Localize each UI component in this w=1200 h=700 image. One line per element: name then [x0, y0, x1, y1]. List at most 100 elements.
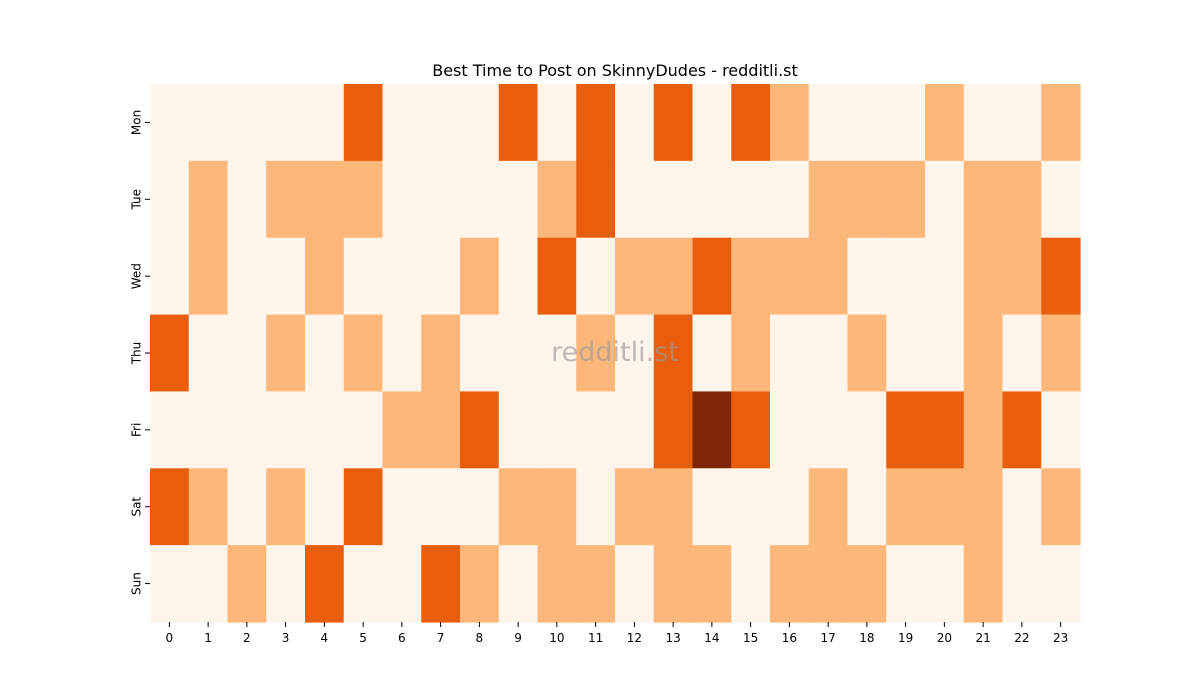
heatmap-cell [615, 545, 655, 623]
heatmap-cell [576, 314, 616, 393]
heatmap-cell [266, 391, 306, 469]
heatmap-cell [886, 314, 926, 393]
heatmap-cell [886, 391, 926, 469]
heatmap-cell [150, 160, 190, 239]
heatmap-cell [963, 160, 1004, 239]
heatmap-cell [305, 545, 345, 623]
heatmap-cell [731, 545, 771, 623]
x-tick-label: 5 [359, 631, 367, 645]
x-tick-label: 14 [704, 631, 719, 645]
chart-title: Best Time to Post on SkinnyDudes - reddi… [432, 61, 798, 80]
heatmap-cell [847, 237, 887, 316]
heatmap-cell [498, 468, 539, 546]
heatmap-cell [808, 545, 849, 623]
heatmap-cell [266, 237, 306, 316]
heatmap-cell [770, 160, 810, 239]
heatmap-cell [847, 545, 887, 623]
heatmap-cell [1041, 314, 1081, 393]
heatmap-cell [460, 237, 500, 316]
heatmap-cell [925, 160, 965, 239]
heatmap-cell [498, 160, 539, 239]
heatmap-cell [188, 468, 229, 546]
heatmap-cell [653, 391, 694, 469]
heatmap-cell [421, 84, 461, 162]
heatmap-cell [731, 314, 771, 393]
heatmap-cell [421, 237, 461, 316]
heatmap-cell [188, 160, 229, 239]
heatmap-cell [305, 84, 345, 162]
heatmap-cell [1002, 314, 1042, 393]
heatmap-cell [382, 391, 422, 469]
heatmap-cell [886, 84, 926, 162]
heatmap-cell [266, 84, 306, 162]
x-tick-label: 20 [937, 631, 952, 645]
heatmap-cell [1002, 468, 1042, 546]
x-tick-label: 1 [204, 631, 212, 645]
heatmap-cell [537, 468, 577, 546]
heatmap-cell [615, 314, 655, 393]
heatmap-cell [653, 545, 694, 623]
heatmap-cell [692, 314, 732, 393]
heatmap-cell [770, 314, 810, 393]
x-tick-label: 8 [476, 631, 484, 645]
heatmap-cell [692, 391, 732, 469]
heatmap-cell [537, 84, 577, 162]
heatmap-cell [925, 545, 965, 623]
heatmap-cell [653, 314, 694, 393]
heatmap-cell [576, 468, 616, 546]
heatmap-cell [382, 468, 422, 546]
heatmap-cell [382, 84, 422, 162]
y-tick-label: Thu [130, 342, 144, 366]
x-tick-label: 12 [627, 631, 642, 645]
heatmap-cell [1041, 160, 1081, 239]
heatmap-cell [770, 237, 810, 316]
heatmap-cell [305, 391, 345, 469]
heatmap-cell [731, 391, 771, 469]
heatmap-cell [731, 160, 771, 239]
x-axis-ticks: 0 1 2 3 4 5 6 7 8 9 10 11 12 13 14 15 16 17 18 19 20 21 22 23 [166, 622, 1068, 645]
heatmap-cell [498, 391, 539, 469]
heatmap-cell [653, 237, 694, 316]
x-tick-label: 17 [820, 631, 835, 645]
heatmap-cell [188, 391, 229, 469]
y-tick-label: Sun [130, 572, 144, 595]
heatmap-cell [770, 84, 810, 162]
heatmap-cell [808, 160, 849, 239]
heatmap-cell [847, 314, 887, 393]
heatmap-cell [266, 468, 306, 546]
heatmap-cell [537, 545, 577, 623]
heatmap-cell [692, 545, 732, 623]
x-tick-label: 0 [166, 631, 174, 645]
heatmap-cell [886, 468, 926, 546]
heatmap-cell [1041, 84, 1081, 162]
heatmap-cell [227, 160, 267, 239]
heatmap-cell [537, 160, 577, 239]
heatmap-cell [382, 160, 422, 239]
heatmap-cell [343, 468, 384, 546]
heatmap-cell [886, 545, 926, 623]
heatmap-cell [770, 468, 810, 546]
heatmap-cell [227, 545, 267, 623]
heatmap-cell [963, 391, 1004, 469]
heatmap-cell [886, 237, 926, 316]
heatmap-cell [150, 84, 190, 162]
x-tick-label: 18 [859, 631, 874, 645]
y-tick-label: Fri [130, 423, 144, 437]
x-tick-label: 6 [398, 631, 406, 645]
heatmap-cell [305, 160, 345, 239]
x-tick-label: 15 [743, 631, 758, 645]
heatmap-cell [1002, 391, 1042, 469]
heatmap-cell [498, 314, 539, 393]
heatmap-cell [1041, 545, 1081, 623]
heatmap-cell [847, 468, 887, 546]
heatmap-cell [227, 391, 267, 469]
heatmap-cell [460, 391, 500, 469]
heatmap-cell [576, 391, 616, 469]
x-tick-label: 2 [243, 631, 251, 645]
heatmap-cell [537, 391, 577, 469]
heatmap-cell [305, 237, 345, 316]
heatmap-cell [615, 468, 655, 546]
heatmap-cells [150, 84, 1081, 623]
heatmap-cell [343, 391, 384, 469]
